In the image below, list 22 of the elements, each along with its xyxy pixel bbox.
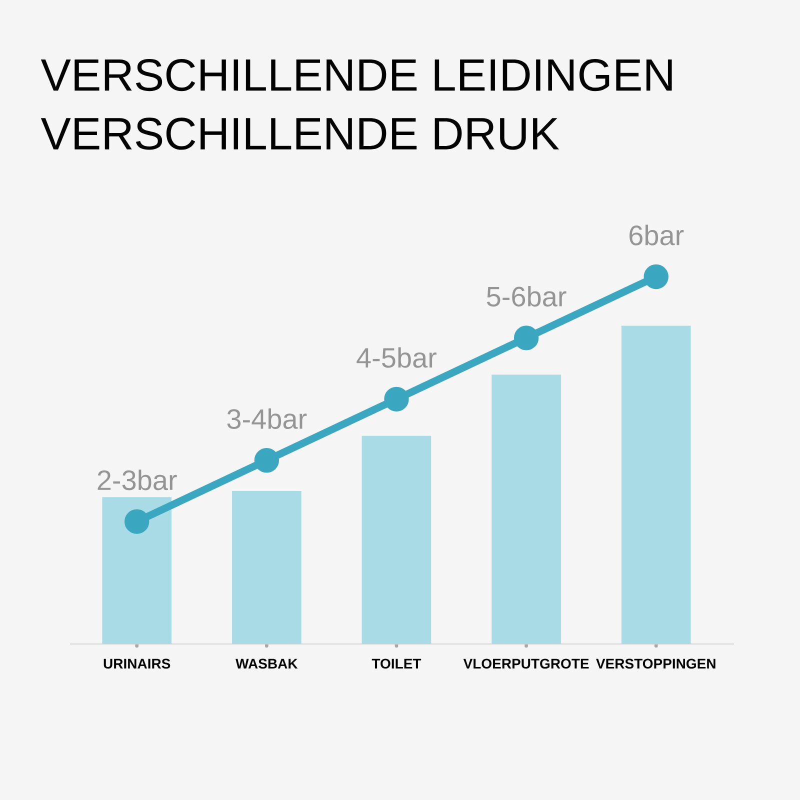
x-tick-label: VERSTOPPINGEN	[596, 658, 716, 669]
point	[514, 326, 539, 350]
data-label: 5-6bar	[486, 286, 566, 307]
bar	[492, 374, 561, 644]
x-tick-label: TOILET	[372, 658, 422, 669]
x-tick-label: URINAIRS	[104, 658, 170, 669]
bar	[232, 490, 302, 644]
point	[384, 386, 409, 412]
bar	[621, 326, 691, 644]
data-label: 4-5bar	[356, 347, 436, 368]
bar	[102, 497, 172, 644]
point	[254, 448, 280, 473]
data-label: 6bar	[630, 224, 684, 246]
data-label: 3-4bar	[227, 408, 307, 429]
chart-title: VERSCHILLENDE LEIDINGEN	[40, 59, 672, 92]
x-tick-label: WASBAK	[236, 658, 298, 669]
bar	[362, 436, 432, 644]
x-tick-label: VLOERPUTGROTE	[463, 658, 589, 669]
data-label: 2-3bar	[98, 470, 177, 490]
chart-subtitle: VERSCHILLENDE DRUK	[40, 118, 560, 150]
point	[124, 509, 150, 534]
point	[644, 264, 668, 290]
